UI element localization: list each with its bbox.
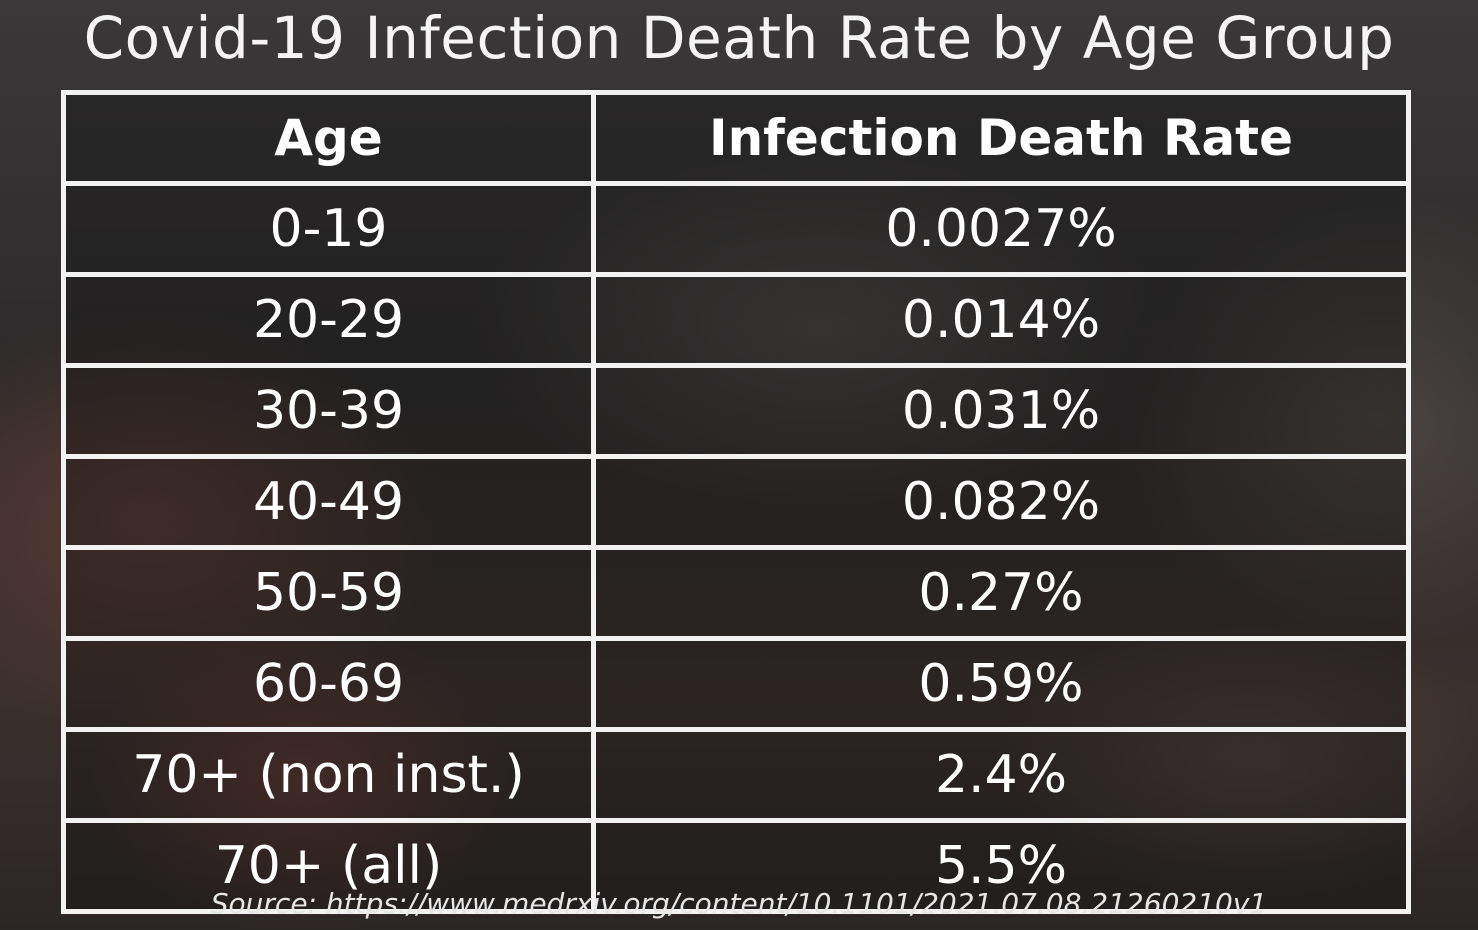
age-cell: 70+ (all) bbox=[61, 818, 596, 914]
ifr-table: Age Infection Death Rate 0-19 0.0027% 20… bbox=[61, 90, 1411, 914]
chart-title: Covid-19 Infection Death Rate by Age Gro… bbox=[83, 4, 1395, 72]
column-header-age: Age bbox=[61, 90, 596, 186]
age-cell: 40-49 bbox=[61, 454, 596, 550]
rate-cell: 0.031% bbox=[591, 363, 1411, 459]
rate-cell: 0.27% bbox=[591, 545, 1411, 641]
column-header-rate: Infection Death Rate bbox=[591, 90, 1411, 186]
table-row: 30-39 0.031% bbox=[61, 363, 1411, 459]
table-row: 0-19 0.0027% bbox=[61, 181, 1411, 277]
table-row: 70+ (non inst.) 2.4% bbox=[61, 727, 1411, 823]
age-cell: 70+ (non inst.) bbox=[61, 727, 596, 823]
rate-cell: 2.4% bbox=[591, 727, 1411, 823]
table-row: 60-69 0.59% bbox=[61, 636, 1411, 732]
age-cell: 60-69 bbox=[61, 636, 596, 732]
table-row: 50-59 0.27% bbox=[61, 545, 1411, 641]
table-header-row: Age Infection Death Rate bbox=[61, 90, 1411, 186]
rate-cell: 0.082% bbox=[591, 454, 1411, 550]
table-row: 70+ (all) 5.5% bbox=[61, 818, 1411, 914]
rate-cell: 0.0027% bbox=[591, 181, 1411, 277]
rate-cell: 0.59% bbox=[591, 636, 1411, 732]
source-citation: Source: https://www.medrxiv.org/content/… bbox=[210, 887, 1268, 920]
table-row: 40-49 0.082% bbox=[61, 454, 1411, 550]
table-row: 20-29 0.014% bbox=[61, 272, 1411, 368]
rate-cell: 0.014% bbox=[591, 272, 1411, 368]
rate-cell: 5.5% bbox=[591, 818, 1411, 914]
age-cell: 0-19 bbox=[61, 181, 596, 277]
age-cell: 20-29 bbox=[61, 272, 596, 368]
age-cell: 50-59 bbox=[61, 545, 596, 641]
age-cell: 30-39 bbox=[61, 363, 596, 459]
